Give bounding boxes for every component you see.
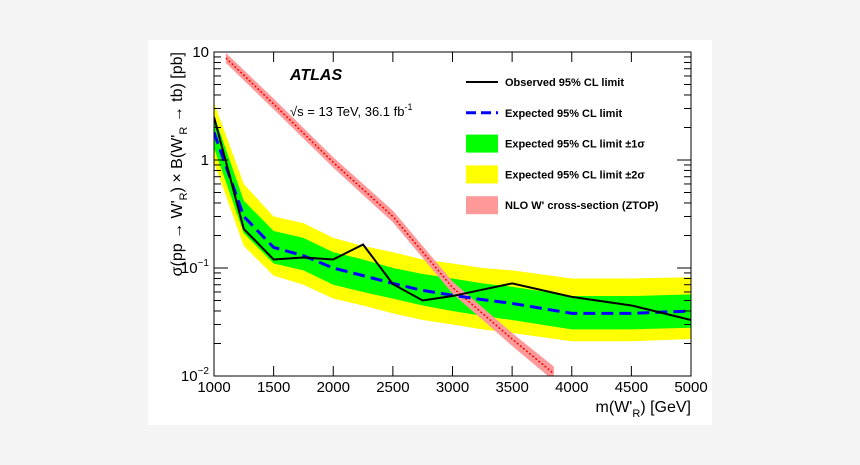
x-tick-label: 4000: [555, 379, 588, 396]
experiment-label: ATLAS: [289, 67, 342, 84]
legend-label: Expected 95% CL limit: [505, 108, 623, 120]
y-tick-base: 10: [181, 260, 198, 277]
y-tick-exponent: −2: [198, 366, 210, 377]
x-tick-label: 1000: [197, 379, 230, 396]
y-tick-label: 1: [201, 152, 209, 169]
x-label-part: ) [GeV]: [640, 399, 691, 416]
y-axis-label: σ(pp → W'R) × B(W'R → tb) [pb]: [169, 52, 190, 276]
x-tick-label: 4500: [615, 379, 648, 396]
y-tick-base: 10: [181, 368, 198, 385]
theory-band: [225, 52, 554, 376]
legend-swatch: [466, 196, 498, 215]
band: [214, 115, 691, 330]
line: [214, 131, 691, 315]
x-label-part: m(W': [596, 399, 633, 416]
x-axis-label: m(W'R) [GeV]: [596, 399, 691, 420]
x-label-sub: R: [632, 408, 640, 420]
y-label-part: σ(pp → W': [169, 200, 186, 276]
y-tick-label: 10−2: [181, 366, 210, 385]
energy-label: √s = 13 TeV, 36.1 fb-1: [290, 102, 413, 119]
theory-line: [225, 57, 555, 375]
x-tick-label: 3500: [495, 379, 528, 396]
x-tick-label: 1500: [257, 379, 290, 396]
x-tick-label: 2500: [376, 379, 409, 396]
legend-label: NLO W' cross-section (ZTOP): [505, 200, 659, 212]
legend-label: Expected 95% CL limit ±2σ: [505, 169, 645, 181]
energy-sup: -1: [404, 102, 412, 112]
legend-swatch: [466, 134, 498, 153]
legend-label: Expected 95% CL limit ±1σ: [505, 139, 645, 151]
axes: 1000 1500 2000 2500 3000 3500 4000 4500 500010−2…: [181, 44, 708, 396]
x-tick-label: 2000: [317, 379, 350, 396]
y-label-sub: R: [178, 192, 190, 200]
y-label-sub: R: [178, 127, 190, 135]
energy-text: √s = 13 TeV, 36.1 fb: [290, 104, 404, 119]
x-tick-label: 5000: [674, 379, 707, 396]
legend: Observed 95% CL limit Expected 95% CL lim…: [466, 77, 659, 215]
y-label-part: → tb) [pb]: [169, 52, 186, 127]
y-tick-label: 10: [192, 44, 209, 61]
y-tick-label: 10−1: [181, 258, 210, 277]
y-tick-exponent: −1: [198, 258, 210, 269]
line: [214, 116, 691, 321]
x-tick-label: 3000: [436, 379, 469, 396]
y-label-part: ) × B(W': [169, 135, 186, 193]
panel: [148, 40, 712, 425]
legend-label: Observed 95% CL limit: [505, 77, 624, 89]
legend-swatch: [466, 165, 498, 184]
plot-area: [214, 52, 691, 376]
